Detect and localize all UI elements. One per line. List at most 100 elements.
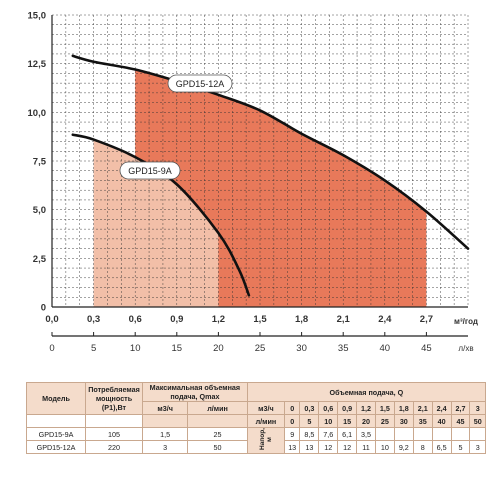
x-tick-label: 0,9 — [170, 314, 183, 325]
callout-box — [167, 74, 233, 93]
spec-table: Модель Потребляемая мощность (P1),Вт Мак… — [26, 382, 487, 454]
row-qmax-lmin: 25 — [187, 427, 248, 441]
row-head-3: 12 — [337, 440, 358, 454]
y-tick-label: 12,5 — [28, 59, 47, 70]
tick-labels: 0 2,5 5,0 7,5 10,0 12,5 15,0 0,0 0,3 0,6 0,9 1,2 1,5… — [28, 11, 478, 355]
x-secondary-tick-label: 45 — [421, 343, 432, 354]
row-head-4: 3,5 — [356, 427, 376, 441]
row-head-7: 8 — [412, 440, 433, 454]
table-header-row: Модель Потребляемая мощность (P1),Вт Мак… — [26, 382, 487, 415]
flow-lmin-0: 0 — [283, 414, 301, 428]
row-model: GPD15-12A — [26, 440, 86, 454]
x-tick-label: 1,8 — [295, 314, 308, 325]
x-secondary-tick-label: 10 — [130, 343, 141, 354]
operating-range-GPD15-9A — [93, 139, 219, 307]
x-tick-label: 2,1 — [337, 314, 351, 325]
row-qmax-m3: 3 — [141, 440, 189, 454]
row-head-0: 9 — [283, 427, 301, 441]
row-head-10 — [469, 427, 486, 441]
cell-empty — [141, 414, 189, 428]
cell-empty — [85, 414, 143, 428]
flow-lmin-5: 25 — [374, 414, 395, 428]
header-flow: Объемная подача, Q — [246, 382, 487, 402]
row-head-0: 13 — [283, 440, 301, 454]
x-tick-label: 0,0 — [45, 314, 58, 325]
row-head-8: 6,5 — [431, 440, 452, 454]
flow-unit-m3: м3/ч — [246, 401, 285, 415]
x-tick-label: 2,7 — [420, 314, 433, 325]
row-head-8 — [431, 427, 452, 441]
series-label-GPD15-12A: GPD15-12A — [176, 79, 225, 89]
flow-lmin-6: 30 — [393, 414, 414, 428]
row-power: 220 — [85, 440, 143, 454]
curve-GPD15-12A — [71, 54, 470, 250]
head-label: Напор, м — [246, 427, 285, 454]
x-secondary-tick-label: 35 — [338, 343, 349, 354]
callout-box — [119, 161, 181, 180]
flow-m3-0: 0 — [283, 401, 301, 415]
flow-m3-6: 1,8 — [393, 401, 414, 415]
header-unit-m3: м3/ч — [141, 401, 189, 415]
series-label-GPD15-9A: GPD15-9A — [128, 166, 172, 176]
flow-m3-3: 0,9 — [337, 401, 358, 415]
pump-curve-chart: 0 2,5 5,0 7,5 10,0 12,5 15,0 0,0 0,3 0,6 0,9 1,2 1,5… — [28, 11, 478, 355]
y-tick-label: 15,0 — [28, 11, 47, 22]
flow-lmin-7: 35 — [412, 414, 433, 428]
row-head-5 — [374, 427, 395, 441]
performance-curves — [71, 54, 470, 297]
flow-lmin-4: 20 — [356, 414, 376, 428]
header-power: Потребляемая мощность (P1),Вт — [85, 382, 143, 415]
row-head-1: 13 — [299, 440, 320, 454]
row-head-6 — [393, 427, 414, 441]
cell-empty — [26, 414, 86, 428]
cell-empty — [187, 414, 248, 428]
flow-lmin-8: 40 — [431, 414, 452, 428]
header-unit-lmin: л/мин — [187, 401, 248, 415]
flow-m3-1: 0,3 — [299, 401, 320, 415]
operating-range-fills — [93, 69, 427, 307]
grid — [51, 14, 469, 308]
table-row: GPD15-12A 220 3 50 13 13 12 12 11 10 9,2… — [26, 440, 486, 454]
row-head-2: 12 — [318, 440, 339, 454]
flow-m3-5: 1,5 — [374, 401, 395, 415]
x-secondary-tick-label: 20 — [213, 343, 224, 354]
x-secondary-unit-label: л/хв — [458, 344, 473, 353]
row-head-6: 9,2 — [393, 440, 414, 454]
x-tick-label: 1,5 — [253, 314, 267, 325]
x-secondary-tick-label: 15 — [172, 343, 183, 354]
flow-m3-2: 0,6 — [318, 401, 339, 415]
x-tick-label: 1,2 — [212, 314, 225, 325]
row-head-2: 7,6 — [318, 427, 339, 441]
x-secondary-tick-label: 30 — [296, 343, 307, 354]
header-max-flow: Максимальная объемная подача, Qmax — [142, 382, 248, 402]
series-callouts: GPD15-12A GPD15-9A — [119, 74, 233, 180]
flow-lmin-9: 45 — [450, 414, 471, 428]
flow-lmin-2: 10 — [318, 414, 339, 428]
row-model: GPD15-9A — [26, 427, 86, 441]
curve-GPD15-9A — [71, 133, 251, 297]
row-head-5: 10 — [374, 440, 395, 454]
row-head-9: 5 — [450, 440, 471, 454]
flow-m3-4: 1,2 — [356, 401, 376, 415]
row-head-10: 3 — [469, 440, 486, 454]
y-tick-label: 10,0 — [28, 108, 47, 119]
row-qmax-m3: 1,5 — [141, 427, 189, 441]
flow-lmin-3: 15 — [337, 414, 358, 428]
y-tick-label: 7,5 — [33, 157, 47, 168]
flow-unit-lmin: л/мин — [246, 414, 285, 428]
x-unit-label: м³/год — [454, 317, 478, 326]
y-tick-label: 2,5 — [33, 254, 47, 265]
row-power: 105 — [85, 427, 143, 441]
x-tick-label: 2,4 — [378, 314, 392, 325]
flow-lmin-1: 5 — [299, 414, 320, 428]
flow-m3-9: 2,7 — [450, 401, 471, 415]
row-head-1: 8,5 — [299, 427, 320, 441]
row-head-7 — [412, 427, 433, 441]
flow-m3-7: 2,1 — [412, 401, 433, 415]
row-qmax-lmin: 50 — [187, 440, 248, 454]
x-tick-label: 0,3 — [87, 314, 100, 325]
row-head-3: 6,1 — [337, 427, 358, 441]
flow-lmin-10: 50 — [469, 414, 486, 428]
table-lmin-row: л/мин 0 5 10 15 20 25 30 35 40 45 50 — [26, 414, 486, 428]
axes — [51, 15, 468, 337]
